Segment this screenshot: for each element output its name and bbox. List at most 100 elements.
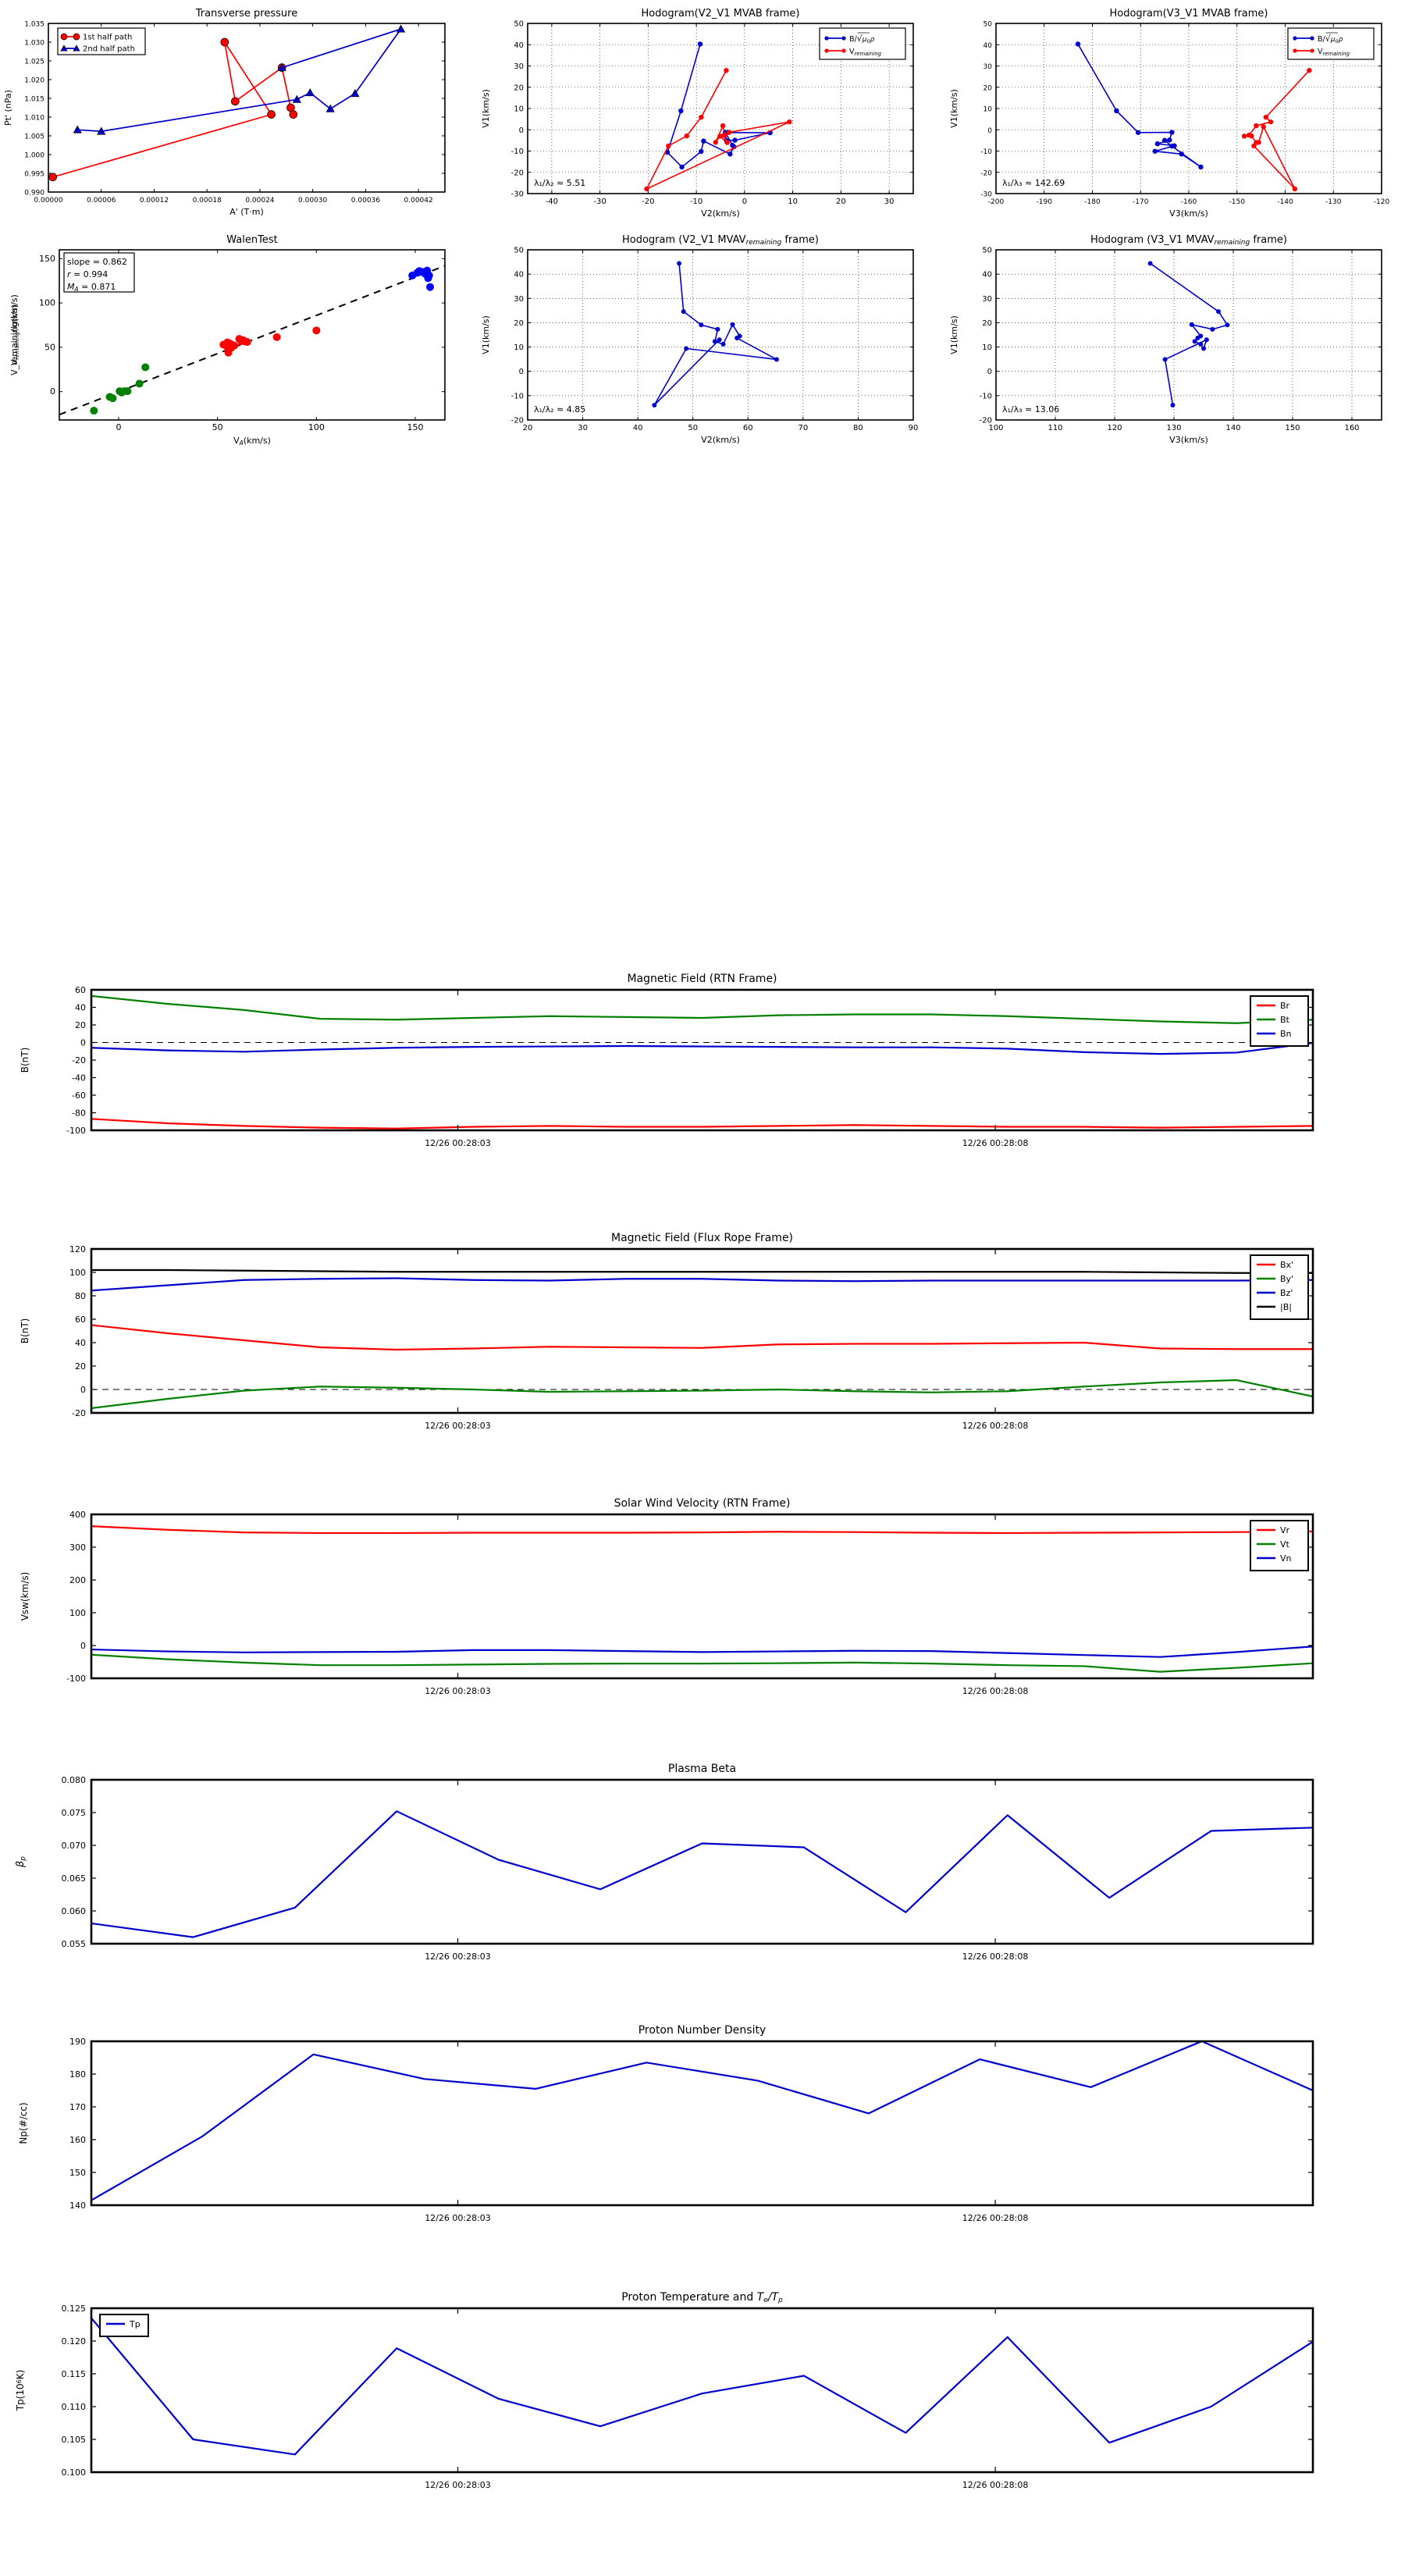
series-line: [91, 1041, 1314, 1055]
y-tick-label: 40: [75, 1338, 86, 1348]
data-marker: [1251, 143, 1257, 149]
y-tick-label: 1.035: [24, 21, 44, 29]
legend-label: Bz': [1280, 1288, 1293, 1298]
y-axis-label: V1(km/s): [481, 89, 491, 128]
y-tick-label: 160: [69, 2135, 86, 2145]
x-tick-label: 0.00000: [34, 197, 62, 205]
panel-hodogram-v3v1-mvab: Hodogram(V3_V1 MVAB frame) -200 -190 -180 -1…: [937, 0, 1405, 226]
series-line: [91, 1810, 1314, 1938]
data-marker: [1268, 119, 1274, 125]
y-tick-label: 50: [514, 247, 524, 255]
y-tick-label: 0: [987, 368, 992, 376]
y-tick-label: -10: [980, 392, 992, 400]
y-tick-label: 20: [984, 84, 993, 92]
legend-box: [1250, 995, 1309, 1047]
x-tick-label: 110: [1048, 424, 1062, 432]
y-tick-label: 1.000: [24, 152, 44, 160]
plot-area: [995, 23, 1382, 194]
y-tick-label: 20: [514, 84, 524, 92]
data-marker: [1241, 133, 1247, 139]
axes-frame: [59, 249, 446, 421]
data-marker: [712, 339, 717, 344]
data-marker: [292, 94, 301, 103]
legend-marker: [1310, 48, 1314, 53]
series-line: [52, 41, 294, 178]
legend-marker: [1293, 36, 1297, 41]
y-tick-label: 0.060: [62, 1906, 87, 1916]
x-tick-label: 12/26 00:28:03: [425, 1686, 491, 1696]
proton-temperature-chart: Proton Temperature and Te/Tp 0.100 0.105 0.…: [15, 2291, 1314, 2490]
x-tick-label: -20: [642, 197, 654, 206]
data-marker: [644, 186, 649, 192]
series-line: [1150, 262, 1229, 406]
x-tick-label: 0.00036: [351, 197, 380, 205]
y-tick-label: 60: [75, 985, 86, 995]
y-tick-label: 1.030: [24, 40, 44, 48]
x-tick-label: 40: [633, 424, 643, 432]
x-tick-label: 0: [116, 422, 122, 432]
y-tick-label: -30: [980, 191, 992, 199]
data-marker: [1204, 337, 1209, 343]
x-tick-label: 12/26 00:28:08: [962, 1138, 1029, 1148]
y-tick-label: -20: [72, 1055, 86, 1066]
y-axis-label: Vsw(km/s): [20, 1572, 30, 1621]
legend-marker: [824, 48, 829, 53]
y-axis-label-group: βp: [15, 1856, 27, 1868]
data-marker: [679, 164, 685, 170]
y-tick-label: -10: [511, 392, 524, 400]
solar-wind-velocity-chart: Solar Wind Velocity (RTN Frame) -100 0 100 2…: [20, 1497, 1314, 1696]
x-tick-label: -190: [1037, 198, 1053, 206]
y-tick-label: -80: [72, 1108, 86, 1119]
data-marker: [48, 173, 57, 182]
x-tick-label: 0.00024: [245, 197, 274, 205]
plasma-beta-chart: Plasma Beta 0.055 0.060 0.065 0.070 0.075 0.08…: [15, 1763, 1314, 1962]
data-marker: [1161, 137, 1168, 144]
x-tick-label: 140: [1225, 424, 1240, 432]
y-tick-label: 20: [514, 319, 524, 328]
legend-marker: [1310, 36, 1314, 41]
x-tick-label: 30: [884, 197, 895, 206]
series-line: [91, 994, 1314, 1024]
y-tick-label: 0: [987, 127, 992, 135]
series-line: [653, 263, 777, 406]
x-tick-label: 50: [212, 422, 223, 432]
data-marker: [681, 309, 686, 315]
y-tick-label: -20: [511, 169, 524, 177]
data-marker: [267, 110, 276, 119]
data-marker: [735, 336, 740, 341]
x-tick-label: 60: [743, 424, 753, 432]
lambda-ratio-annotation: λ₁/λ₃ ≈ 142.69: [1002, 178, 1065, 188]
y-tick-label: 140: [69, 2201, 86, 2211]
y-axis-label-group: Vremaining(km/s): [9, 304, 20, 365]
x-tick-label: 90: [909, 424, 919, 432]
y-axis-label: Vremaining(km/s): [9, 304, 20, 365]
y-tick-label: -20: [511, 417, 524, 425]
y-tick-label: 10: [984, 106, 993, 114]
legend-label: By': [1280, 1274, 1293, 1284]
legend-marker: [841, 48, 846, 53]
x-axis-label: V2(km/s): [701, 435, 740, 445]
x-tick-label: 12/26 00:28:03: [425, 2480, 491, 2490]
data-marker: [1292, 186, 1298, 192]
y-tick-label: 1.005: [24, 133, 44, 141]
panel-title: WalenTest: [226, 234, 277, 246]
data-point: [224, 348, 233, 357]
data-point: [108, 394, 117, 403]
plot-area: [527, 249, 914, 421]
y-tick-label: 80: [75, 1291, 86, 1301]
data-marker: [720, 341, 726, 347]
data-marker: [277, 62, 286, 71]
legend-label: Bn: [1280, 1029, 1292, 1039]
x-tick-label: 160: [1344, 424, 1359, 432]
series-line: [91, 1118, 1314, 1130]
stat-slope: slope = 0.862: [67, 257, 127, 267]
legend-marker: [1293, 48, 1297, 53]
y-tick-label: 0.065: [62, 1873, 87, 1884]
legend-marker: [60, 44, 68, 52]
panel-title: Plasma Beta: [668, 1763, 736, 1775]
hodogram-v2v1-mvav-chart: 20 30 40 50 60 70 80 90-20-1001020304050V2(km/s…: [481, 234, 919, 445]
hodogram-v3v1-mvav-chart: 100 110 120 130 140 150 160 -20 -10 0 10 20 30 40 50 V3…: [949, 234, 1382, 445]
y-tick-label: -20: [980, 417, 992, 425]
series-line: [91, 1653, 1314, 1673]
data-marker: [717, 133, 723, 139]
